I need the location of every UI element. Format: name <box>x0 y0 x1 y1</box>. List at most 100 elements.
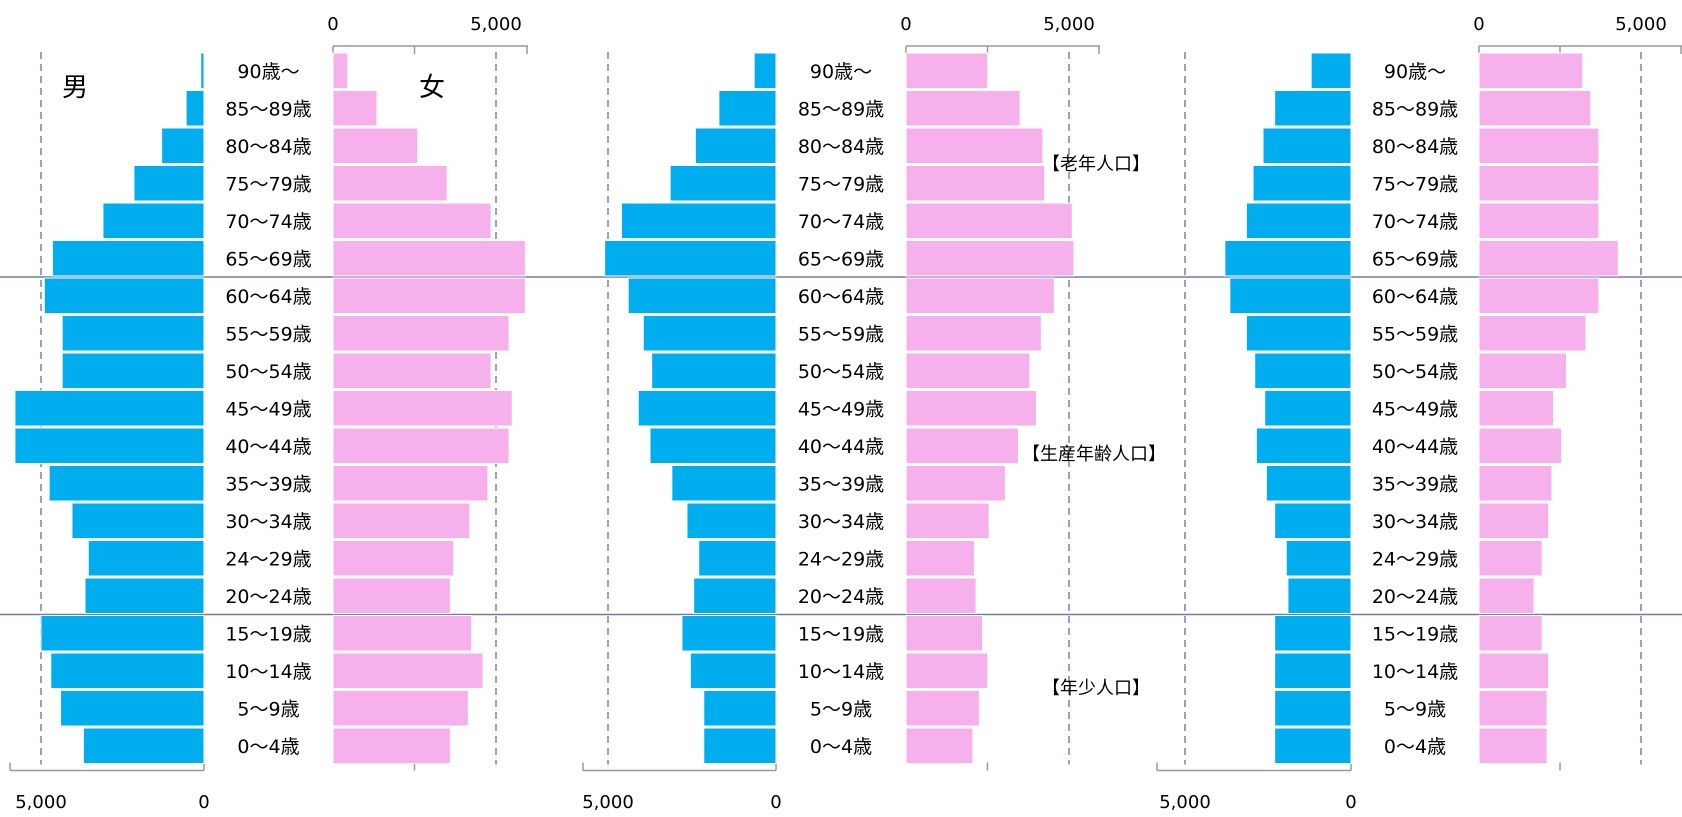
age-group-label: 40～44歳 <box>225 436 311 458</box>
male-bar <box>200 52 205 89</box>
age-group-label: 5～9歳 <box>810 698 872 720</box>
female-bar <box>905 540 975 577</box>
age-group-label: 75～79歳 <box>1372 173 1458 195</box>
age-group-label: 65～69歳 <box>798 248 884 270</box>
female-bar <box>905 352 1031 389</box>
male-bar <box>1245 202 1352 239</box>
female-tick-label-0: 0 <box>327 14 338 35</box>
female-bar <box>332 727 451 764</box>
age-group-label: 75～79歳 <box>225 173 311 195</box>
male-bar <box>43 277 205 314</box>
age-group-label: 15～19歳 <box>1372 623 1458 645</box>
age-group-label: 65～69歳 <box>1372 248 1458 270</box>
female-bar <box>1478 52 1584 89</box>
female-bar <box>905 165 1046 202</box>
age-group-label: 10～14歳 <box>1372 661 1458 683</box>
male-bar <box>703 727 777 764</box>
male-bar <box>693 577 777 614</box>
female-bar <box>1478 652 1550 689</box>
age-group-label: 70～74歳 <box>1372 211 1458 233</box>
female-bar <box>905 90 1021 127</box>
age-group-label: 55～59歳 <box>225 323 311 345</box>
male-bar <box>1274 690 1352 727</box>
age-group-label: 90歳～ <box>237 61 299 83</box>
age-group-label: 40～44歳 <box>1372 436 1458 458</box>
male-bar <box>1265 465 1352 502</box>
female-bar <box>1478 240 1619 277</box>
male-bar <box>71 502 205 539</box>
male-bar <box>185 90 205 127</box>
female-bar <box>332 352 492 389</box>
male-bar <box>671 465 777 502</box>
male-label: 男 <box>62 73 88 103</box>
age-group-label: 45～49歳 <box>1372 398 1458 420</box>
female-bar <box>1478 427 1563 464</box>
male-bar <box>82 727 205 764</box>
male-bar <box>1310 52 1352 89</box>
female-bar <box>905 127 1044 164</box>
female-bar <box>332 390 513 427</box>
male-bar <box>1264 390 1352 427</box>
male-bar <box>669 165 777 202</box>
male-bar <box>642 315 777 352</box>
female-bar <box>1478 202 1600 239</box>
age-group-label: 15～19歳 <box>798 623 884 645</box>
female-bar <box>332 577 451 614</box>
female-bar <box>905 465 1006 502</box>
female-bar <box>332 277 526 314</box>
age-group-label: 80～84歳 <box>798 136 884 158</box>
male-bar <box>637 390 777 427</box>
male-bar <box>604 240 777 277</box>
age-group-label: 60～64歳 <box>225 286 311 308</box>
male-bar <box>61 315 205 352</box>
female-bar <box>332 127 419 164</box>
female-bar <box>905 315 1042 352</box>
female-tick-label-0: 0 <box>1473 14 1484 35</box>
age-group-label: 60～64歳 <box>1372 286 1458 308</box>
male-bar <box>1274 615 1352 652</box>
male-bar <box>61 352 205 389</box>
female-bar <box>1478 277 1600 314</box>
female-bar <box>1478 540 1543 577</box>
age-group-label: 85～89歳 <box>1372 98 1458 120</box>
female-bar <box>1478 315 1587 352</box>
age-group-label: 70～74歳 <box>798 211 884 233</box>
age-group-label: 60～64歳 <box>798 286 884 308</box>
age-group-label: 30～34歳 <box>225 511 311 533</box>
female-bar <box>1478 690 1548 727</box>
age-group-label: 75～79歳 <box>798 173 884 195</box>
age-group-label: 55～59歳 <box>1372 323 1458 345</box>
male-bar <box>1274 727 1352 764</box>
female-bar <box>332 615 473 652</box>
male-bar <box>686 502 777 539</box>
male-bar <box>698 540 777 577</box>
female-bar <box>332 315 510 352</box>
female-bar <box>1478 577 1535 614</box>
male-bar <box>51 240 205 277</box>
female-bar <box>332 52 349 89</box>
male-bar <box>694 127 777 164</box>
age-group-label: 24～29歳 <box>225 548 311 570</box>
female-bar <box>905 502 990 539</box>
male-bar <box>1285 540 1352 577</box>
female-bar <box>332 690 469 727</box>
male-bar <box>87 540 205 577</box>
female-tick-label-5000: 5,000 <box>470 14 522 35</box>
male-bar <box>84 577 205 614</box>
male-tick-label-5000: 5,000 <box>582 792 634 813</box>
age-group-label: 70～74歳 <box>225 211 311 233</box>
female-tick-label-5000: 5,000 <box>1615 14 1667 35</box>
female-bar <box>1478 127 1600 164</box>
female-tick-label-5000: 5,000 <box>1043 14 1095 35</box>
age-group-label: 65～69歳 <box>225 248 311 270</box>
male-bar <box>1274 502 1352 539</box>
group-label-elderly: 【老年人口】 <box>1042 154 1150 175</box>
male-bar <box>1252 165 1352 202</box>
male-bar <box>1245 315 1352 352</box>
female-bar <box>905 52 988 89</box>
male-bar <box>1287 577 1352 614</box>
female-bar <box>1478 390 1555 427</box>
female-bar <box>905 277 1055 314</box>
age-group-label: 30～34歳 <box>798 511 884 533</box>
